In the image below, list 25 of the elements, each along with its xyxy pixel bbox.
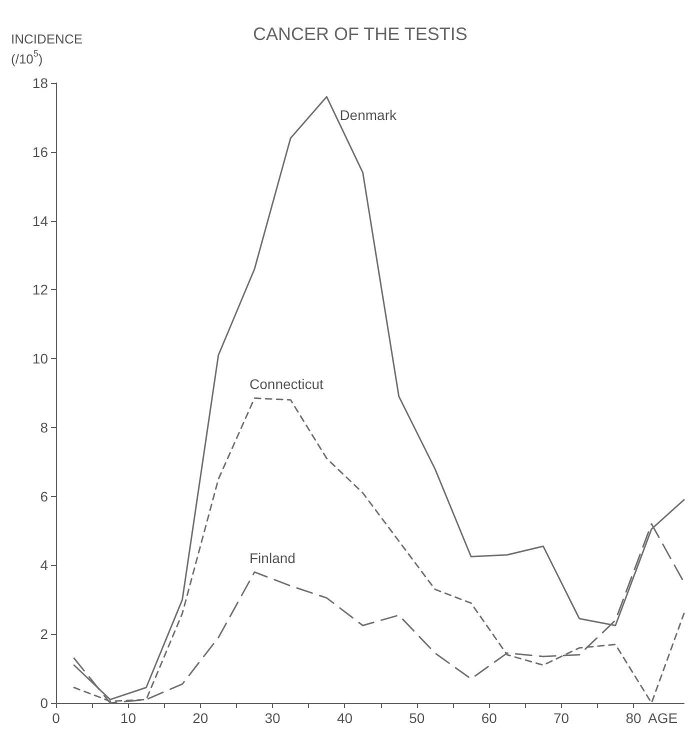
y-tick-label: 14 <box>32 212 48 229</box>
chart-title: CANCER OF THE TESTIS <box>253 24 468 44</box>
x-tick-label: 20 <box>192 710 208 726</box>
y-tick-label: 0 <box>40 695 48 711</box>
x-tick-label: 40 <box>336 710 353 726</box>
series-label: Denmark <box>340 106 398 123</box>
x-tick-label: 70 <box>554 710 570 726</box>
y-tick-label: 10 <box>32 350 48 367</box>
x-tick-label: 50 <box>409 710 425 726</box>
y-tick-label: 4 <box>40 557 48 574</box>
x-tick-label: 30 <box>264 710 281 726</box>
y-tick-label: 18 <box>32 75 48 91</box>
x-tick-label: 60 <box>481 710 498 726</box>
series-label: Finland <box>250 550 296 566</box>
y-tick-label: 16 <box>32 144 48 160</box>
y-tick-label: 2 <box>40 626 48 642</box>
x-tick-label: 0 <box>52 710 60 726</box>
x-tick-label: 10 <box>120 710 136 726</box>
y-tick-label: 8 <box>40 419 48 436</box>
x-axis-title: AGE <box>648 710 678 726</box>
line-series <box>73 96 685 700</box>
y-tick-label: 6 <box>40 488 48 504</box>
y-tick-label: 12 <box>32 282 48 298</box>
series-label: Connecticut <box>250 376 324 392</box>
x-tick-label: 80 <box>626 710 642 726</box>
